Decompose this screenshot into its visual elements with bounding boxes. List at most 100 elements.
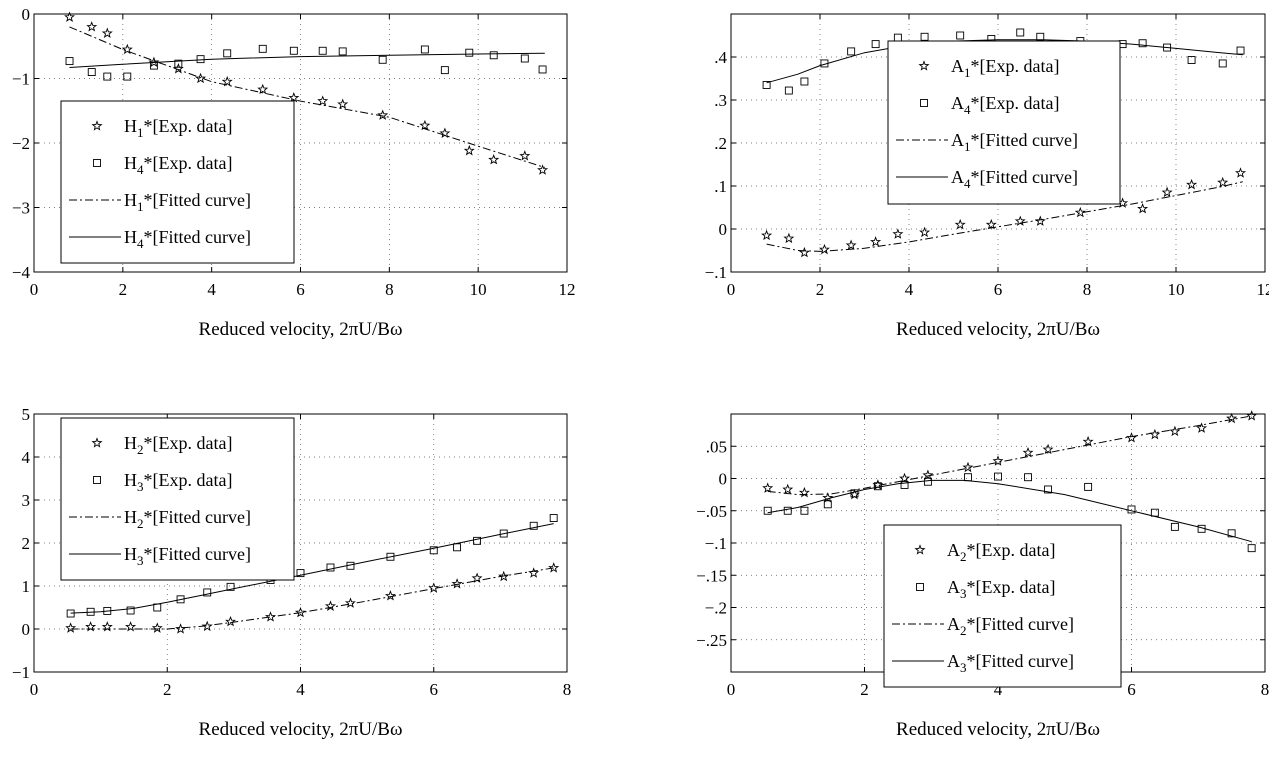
series [65, 562, 560, 634]
star-marker [762, 482, 774, 493]
star-marker [91, 120, 103, 131]
x-axis-label: Reduced velocity, 2πU/Bω [896, 719, 1100, 740]
star-marker [151, 622, 163, 633]
legend: H1*[Exp. data] H4*[Exp. data] H1*[Fitted c… [60, 100, 295, 264]
star-marker [65, 622, 77, 633]
star-marker [761, 229, 773, 241]
legend-label: H2*[Fitted curve] [124, 507, 251, 531]
square-marker [920, 32, 929, 41]
series [767, 479, 1252, 543]
y-tick-label: −3 [12, 199, 30, 218]
series [69, 26, 545, 168]
legend: A2*[Exp. data] A3*[Exp. data] A2*[Fitted c… [883, 524, 1122, 688]
y-tick-label: −4 [12, 263, 31, 282]
star-marker [1042, 443, 1054, 455]
star-marker [892, 228, 904, 239]
fitted-curve-dashdot [766, 181, 1243, 252]
y-tick-label: 0 [719, 470, 728, 489]
y-tick-label: 0 [22, 5, 31, 24]
legend-label: A1*[Exp. data] [951, 56, 1059, 80]
y-tick-label: −.2 [705, 599, 727, 618]
square-marker [386, 552, 395, 561]
star-marker [451, 578, 463, 589]
star-marker [121, 43, 133, 55]
star-marker [985, 218, 997, 230]
square-marker [103, 72, 112, 81]
square-marker [1236, 46, 1245, 55]
star-marker [899, 472, 910, 484]
square-marker [800, 506, 809, 515]
x-tick-label: 6 [994, 280, 1003, 299]
star-marker [498, 570, 510, 582]
fitted-curve-solid [69, 52, 545, 68]
square-marker [465, 48, 474, 57]
x-tick-label: 8 [385, 280, 394, 299]
legend-label: A2*[Fitted curve] [947, 614, 1074, 638]
legend-label: H1*[Fitted curve] [124, 190, 251, 214]
star-marker [101, 27, 113, 39]
star-marker [1082, 435, 1094, 447]
square-marker [900, 481, 909, 489]
square-marker [964, 473, 972, 482]
grid-lines [731, 14, 1265, 272]
star-marker [1169, 425, 1181, 437]
legend-label: A4*[Fitted curve] [951, 167, 1078, 191]
y-tick-label: −1 [12, 663, 30, 682]
square-marker [784, 86, 793, 95]
square-marker [440, 66, 449, 75]
x-tick-label: 12 [559, 280, 576, 299]
axes-box [730, 13, 1266, 273]
star-marker [782, 483, 794, 495]
star-marker [195, 72, 206, 84]
x-axis-label: Reduced velocity, 2πU/Bω [199, 719, 403, 740]
star-marker [922, 469, 934, 480]
star-marker [385, 590, 396, 601]
x-tick-label: 4 [994, 680, 1003, 699]
x-tick-label: 0 [30, 680, 39, 699]
square-marker [87, 68, 96, 77]
square-marker [174, 59, 183, 68]
square-marker [296, 569, 305, 578]
star-marker [870, 236, 882, 247]
y-tick-label: .1 [714, 177, 727, 196]
star-marker [798, 246, 810, 258]
star-marker [257, 83, 269, 95]
fitted-curve-dashdot [767, 415, 1252, 496]
star-marker [317, 95, 329, 106]
x-tick-label: 8 [563, 680, 572, 699]
star-marker [377, 109, 389, 120]
square-marker [499, 529, 508, 538]
star-marker [1137, 202, 1149, 214]
square-marker [126, 606, 135, 615]
x-tick-label: 6 [430, 680, 439, 699]
legend-box [60, 417, 295, 581]
legend-label: H4*[Fitted curve] [124, 227, 251, 251]
square-marker [847, 47, 856, 56]
fitted-curve-dashdot [70, 567, 554, 630]
star-marker [1149, 428, 1161, 440]
legend: A1*[Exp. data] A4*[Exp. data] A1*[Fitted c… [887, 40, 1121, 205]
y-tick-label: −2 [12, 134, 30, 153]
star-marker [822, 492, 834, 503]
y-tick-label: −.1 [705, 534, 727, 553]
star-marker [1034, 215, 1046, 226]
square-marker [529, 521, 538, 530]
square-marker [258, 44, 267, 53]
star-marker [91, 437, 103, 448]
legend-label: A2*[Exp. data] [947, 540, 1055, 564]
square-marker [538, 65, 547, 74]
star-marker [86, 21, 98, 32]
star-marker [1226, 412, 1238, 424]
star-marker [1196, 422, 1208, 433]
y-tick-label: .4 [714, 48, 727, 67]
square-marker [763, 506, 772, 515]
square-marker [762, 80, 771, 89]
x-tick-label: 2 [163, 680, 172, 699]
legend-label: H2*[Exp. data] [124, 433, 232, 457]
star-marker [537, 164, 549, 175]
y-tick-label: .3 [714, 91, 727, 110]
panel-a2-a3: 0 2 4 6 8 −.25 −.2 −.15 −.1 −.05 0 .05 Reduced veloc… [696, 410, 1269, 740]
star-marker [471, 572, 483, 583]
square-marker [823, 500, 832, 509]
star-marker [1217, 176, 1229, 188]
